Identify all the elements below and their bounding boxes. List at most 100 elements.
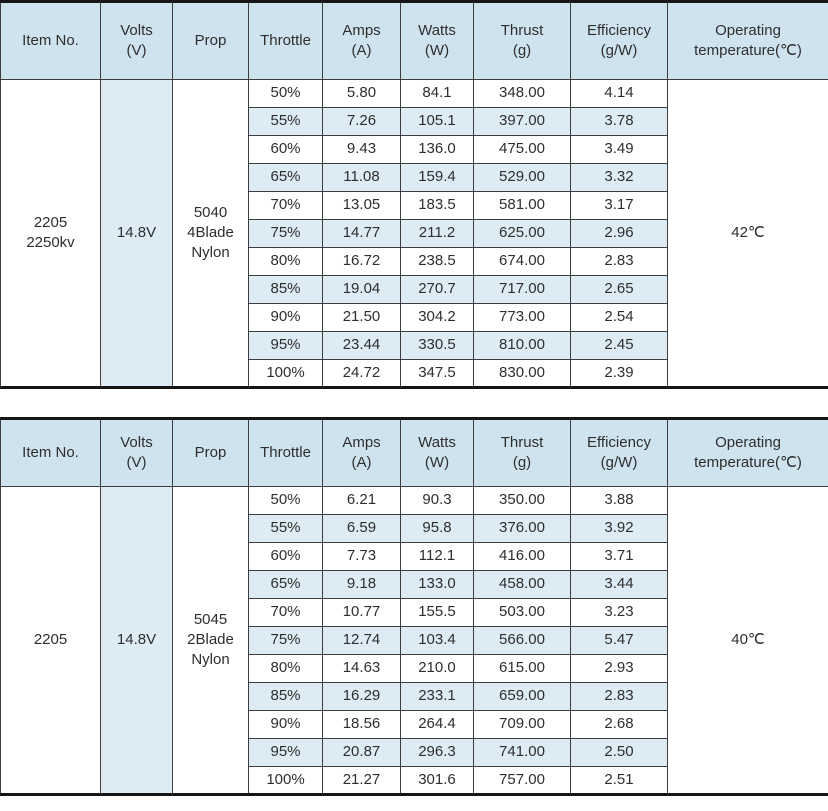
data-row: 2205 2250kv 14.8V 5040 4Blade Nylon 50% … — [0, 79, 828, 388]
efficiency-cell: 3.78 — [570, 107, 668, 136]
efficiency-cell: 2.39 — [570, 359, 668, 388]
watts-cell: 211.2 — [400, 219, 474, 248]
watts-cell: 112.1 — [400, 542, 474, 571]
volts-cell: 14.8V — [100, 486, 173, 795]
data-row: 95% 20.87 296.3 741.00 2.50 — [1, 738, 828, 767]
amps-cell: 19.04 — [322, 275, 401, 304]
col-header-temperature: Operating temperature(℃) — [667, 418, 828, 487]
spec-table-1: Item No. Volts (V) Prop Throttle Amps (A… — [0, 0, 828, 389]
thrust-cell: 625.00 — [473, 219, 571, 248]
amps-cell: 7.26 — [322, 107, 401, 136]
efficiency-cell: 5.47 — [570, 626, 668, 655]
amps-cell: 14.77 — [322, 219, 401, 248]
thrust-cell: 475.00 — [473, 135, 571, 164]
data-row: 90% 18.56 264.4 709.00 2.68 — [1, 710, 828, 739]
data-row: 95% 23.44 330.5 810.00 2.45 — [1, 331, 828, 360]
amps-cell: 16.72 — [322, 247, 401, 276]
spec-table-2: Item No. Volts (V) Prop Throttle Amps (A… — [0, 417, 828, 796]
thrust-cell: 810.00 — [473, 331, 571, 360]
efficiency-cell: 3.17 — [570, 191, 668, 220]
thrust-cell: 529.00 — [473, 163, 571, 192]
watts-cell: 159.4 — [400, 163, 474, 192]
throttle-cell: 90% — [248, 303, 323, 332]
col-header-volts: Volts (V) — [100, 1, 173, 80]
amps-cell: 12.74 — [322, 626, 401, 655]
watts-cell: 133.0 — [400, 570, 474, 599]
thrust-cell: 397.00 — [473, 107, 571, 136]
amps-cell: 6.59 — [322, 514, 401, 543]
col-header-item-no: Item No. — [0, 418, 101, 487]
amps-cell: 6.21 — [322, 486, 401, 515]
efficiency-cell: 2.51 — [570, 766, 668, 795]
amps-cell: 9.43 — [322, 135, 401, 164]
watts-cell: 301.6 — [400, 766, 474, 795]
throttle-cell: 80% — [248, 247, 323, 276]
watts-cell: 304.2 — [400, 303, 474, 332]
item-no-cell: 2205 2250kv — [0, 79, 101, 388]
thrust-cell: 659.00 — [473, 682, 571, 711]
efficiency-cell: 2.65 — [570, 275, 668, 304]
data-row: 100% 21.27 301.6 757.00 2.51 — [1, 766, 828, 795]
data-row: 85% 16.29 233.1 659.00 2.83 — [1, 682, 828, 711]
efficiency-cell: 3.88 — [570, 486, 668, 515]
amps-cell: 18.56 — [322, 710, 401, 739]
watts-cell: 103.4 — [400, 626, 474, 655]
thrust-cell: 350.00 — [473, 486, 571, 515]
amps-cell: 16.29 — [322, 682, 401, 711]
col-header-throttle: Throttle — [248, 418, 323, 487]
thrust-cell: 615.00 — [473, 654, 571, 683]
data-row: 90% 21.50 304.2 773.00 2.54 — [1, 303, 828, 332]
amps-cell: 13.05 — [322, 191, 401, 220]
amps-cell: 21.27 — [322, 766, 401, 795]
throttle-cell: 50% — [248, 79, 323, 108]
throttle-cell: 75% — [248, 219, 323, 248]
prop-cell: 5045 2Blade Nylon — [172, 486, 249, 795]
amps-cell: 20.87 — [322, 738, 401, 767]
throttle-cell: 55% — [248, 514, 323, 543]
watts-cell: 183.5 — [400, 191, 474, 220]
throttle-cell: 50% — [248, 486, 323, 515]
watts-cell: 330.5 — [400, 331, 474, 360]
throttle-cell: 60% — [248, 135, 323, 164]
efficiency-cell: 2.45 — [570, 331, 668, 360]
throttle-cell: 90% — [248, 710, 323, 739]
efficiency-cell: 2.96 — [570, 219, 668, 248]
amps-cell: 21.50 — [322, 303, 401, 332]
data-row: 80% 14.63 210.0 615.00 2.93 — [1, 654, 828, 683]
data-row: 55% 7.26 105.1 397.00 3.78 — [1, 107, 828, 136]
col-header-amps: Amps (A) — [322, 418, 401, 487]
thrust-cell: 581.00 — [473, 191, 571, 220]
throttle-cell: 65% — [248, 570, 323, 599]
col-header-volts: Volts (V) — [100, 418, 173, 487]
watts-cell: 90.3 — [400, 486, 474, 515]
data-row: 85% 19.04 270.7 717.00 2.65 — [1, 275, 828, 304]
watts-cell: 210.0 — [400, 654, 474, 683]
throttle-cell: 75% — [248, 626, 323, 655]
throttle-cell: 100% — [248, 359, 323, 388]
header-row: Item No. Volts (V) Prop Throttle Amps (A… — [0, 418, 828, 487]
thrust-cell: 376.00 — [473, 514, 571, 543]
watts-cell: 264.4 — [400, 710, 474, 739]
item-no-cell: 2205 — [0, 486, 101, 795]
amps-cell: 24.72 — [322, 359, 401, 388]
throttle-cell: 100% — [248, 766, 323, 795]
efficiency-cell: 3.49 — [570, 135, 668, 164]
header-row: Item No. Volts (V) Prop Throttle Amps (A… — [0, 1, 828, 80]
data-row: 65% 9.18 133.0 458.00 3.44 — [1, 570, 828, 599]
col-header-amps: Amps (A) — [322, 1, 401, 80]
thrust-cell: 773.00 — [473, 303, 571, 332]
col-header-thrust: Thrust (g) — [473, 1, 571, 80]
throttle-cell: 85% — [248, 275, 323, 304]
col-header-prop: Prop — [172, 1, 249, 80]
efficiency-cell: 4.14 — [570, 79, 668, 108]
watts-cell: 270.7 — [400, 275, 474, 304]
data-row: 60% 9.43 136.0 475.00 3.49 — [1, 135, 828, 164]
col-header-item-no: Item No. — [0, 1, 101, 80]
prop-cell: 5040 4Blade Nylon — [172, 79, 249, 388]
watts-cell: 155.5 — [400, 598, 474, 627]
col-header-thrust: Thrust (g) — [473, 418, 571, 487]
data-row: 60% 7.73 112.1 416.00 3.71 — [1, 542, 828, 571]
amps-cell: 14.63 — [322, 654, 401, 683]
watts-cell: 238.5 — [400, 247, 474, 276]
data-row: 65% 11.08 159.4 529.00 3.32 — [1, 163, 828, 192]
